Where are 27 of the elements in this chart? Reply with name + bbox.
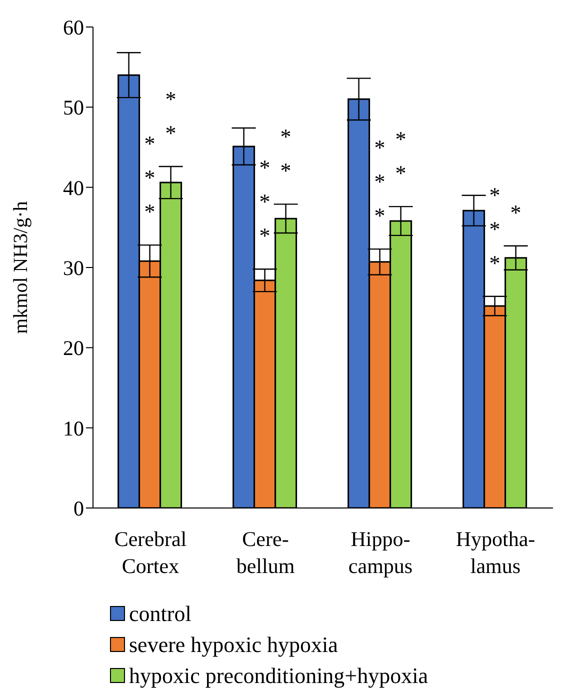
text: **	[395, 126, 406, 186]
text: **	[280, 124, 292, 184]
x-tick-label: Hippo-campus	[348, 527, 413, 578]
y-tick-label: 50	[63, 96, 84, 120]
legend-label: hypoxic preconditioning+hypoxia	[129, 662, 428, 688]
text: *	[144, 199, 156, 224]
legend-label: control	[129, 600, 192, 626]
text: *	[259, 155, 270, 180]
y-tick-label: 60	[63, 15, 84, 40]
y-tick-label: 30	[63, 256, 84, 280]
x-tick-label: Cerebral Cortex	[114, 527, 187, 578]
data-label: **	[259, 189, 270, 248]
data-label: **	[374, 169, 386, 228]
text: **	[165, 86, 176, 146]
x-tick-label: Cere-bellum	[236, 527, 295, 578]
y-axis-title: mkmol NH3/g·h	[10, 201, 32, 334]
text: *	[510, 200, 522, 225]
y-tick-label: 40	[63, 176, 84, 200]
y-tick-label: 10	[63, 416, 84, 440]
data-label: **	[144, 131, 156, 190]
text: *	[374, 135, 386, 160]
x-tick-label: Hypotha-lamus	[456, 527, 536, 578]
text: **	[489, 182, 500, 242]
y-tick-label: 0	[74, 496, 84, 520]
y-tick-label: 20	[63, 336, 84, 360]
data-label: *	[489, 250, 500, 276]
legend-label: severe hypoxic hypoxia	[129, 632, 338, 658]
